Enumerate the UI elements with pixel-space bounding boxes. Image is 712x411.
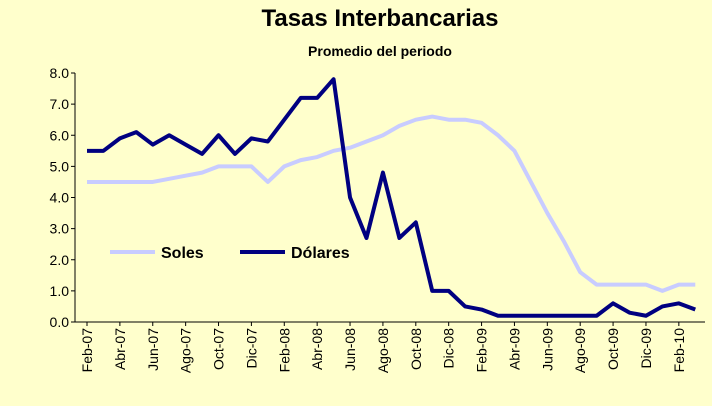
chart-subtitle: Promedio del periodo [308,43,452,59]
legend-label: Dólares [291,245,350,262]
legend-label: Soles [161,245,204,262]
y-tick-label: 5.0 [50,158,70,174]
y-tick-label: 3.0 [50,221,70,237]
x-tick-label: Ago-08 [375,328,391,373]
y-tick-label: 7.0 [50,96,70,112]
y-tick-label: 8.0 [50,65,70,81]
x-tick-label: Feb-09 [474,328,490,373]
line-series [87,114,696,293]
x-tick-label: Abr-07 [112,328,128,370]
x-tick-label: Feb-10 [671,328,687,373]
x-tick-label: Ago-07 [178,328,194,373]
x-tick-label: Oct-09 [605,328,621,370]
x-tick-label: Jun-09 [539,328,555,371]
y-tick-label: 4.0 [50,190,70,206]
x-tick-label: Jun-08 [342,328,358,371]
x-tick-label: Dic-08 [441,328,457,369]
x-tick-label: Ago-09 [572,328,588,373]
x-tick-label: Abr-09 [506,328,522,370]
x-tick-label: Dic-09 [638,328,654,369]
x-tick-label: Oct-08 [408,328,424,370]
line-series [87,77,696,318]
chart-title: Tasas Interbancarias [261,5,498,32]
x-tick-label: Feb-07 [79,328,95,373]
x-tick-label: Feb-08 [276,328,292,373]
x-tick-label: Abr-08 [309,328,325,370]
y-tick-label: 0.0 [50,314,70,330]
y-tick-label: 6.0 [50,127,70,143]
x-tick-label: Jun-07 [145,328,161,371]
y-tick-label: 2.0 [50,252,70,268]
x-tick-label: Oct-07 [211,328,227,370]
x-tick-label: Dic-07 [243,328,259,369]
y-tick-label: 1.0 [50,283,70,299]
